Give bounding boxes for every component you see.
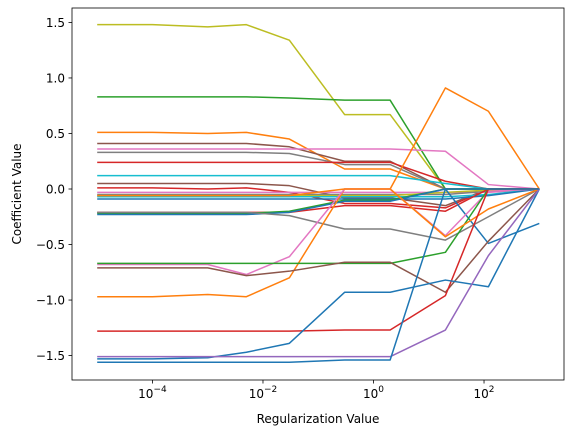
y-axis: 1.5 1.0 0.5 0.0 −0.5 −1.0 −1.5 bbox=[36, 16, 72, 363]
y-tick-label-5: −0.5 bbox=[36, 238, 65, 252]
x-axis-label: Regularization Value bbox=[257, 412, 380, 426]
series-line-28 bbox=[97, 188, 540, 363]
y-tick-label-2: 1.0 bbox=[46, 71, 65, 85]
series-line-27 bbox=[97, 188, 540, 358]
x-tick-label-4: 102 bbox=[474, 385, 495, 401]
series-line-12 bbox=[97, 188, 540, 196]
series-line-8 bbox=[97, 174, 540, 190]
plot-frame bbox=[71, 7, 565, 381]
x-tick-label-2: 10−2 bbox=[249, 385, 278, 401]
series-line-18 bbox=[97, 188, 540, 245]
series-line-3 bbox=[97, 131, 540, 190]
series-line-24 bbox=[97, 188, 540, 238]
series-line-5 bbox=[97, 148, 540, 190]
series-line-22 bbox=[97, 188, 540, 265]
series-line-25 bbox=[97, 188, 540, 332]
y-axis-label: Coefficient Value bbox=[10, 143, 24, 244]
y-tick-label-1: 1.5 bbox=[46, 16, 65, 30]
series-line-4 bbox=[97, 142, 540, 190]
x-tick-label-3: 100 bbox=[363, 385, 384, 401]
series-line-7 bbox=[97, 161, 540, 190]
x-axis: 10−4 10−2 100 102 bbox=[138, 380, 495, 401]
y-tick-label-4: 0.0 bbox=[46, 183, 65, 197]
y-tick-label-3: 0.5 bbox=[46, 127, 65, 141]
x-tick-label-1: 10−4 bbox=[138, 385, 167, 401]
series-line-15 bbox=[97, 188, 540, 200]
series-line-21 bbox=[97, 188, 540, 276]
y-tick-label-6: −1.0 bbox=[36, 294, 65, 308]
series-line-26 bbox=[97, 188, 540, 360]
y-tick-label-7: −1.5 bbox=[36, 349, 65, 363]
series-lines bbox=[97, 23, 540, 363]
series-line-23 bbox=[97, 188, 540, 294]
series-line-14 bbox=[97, 188, 540, 198]
series-line-10 bbox=[97, 187, 540, 209]
series-line-20 bbox=[97, 87, 540, 298]
series-line-1 bbox=[97, 23, 540, 190]
